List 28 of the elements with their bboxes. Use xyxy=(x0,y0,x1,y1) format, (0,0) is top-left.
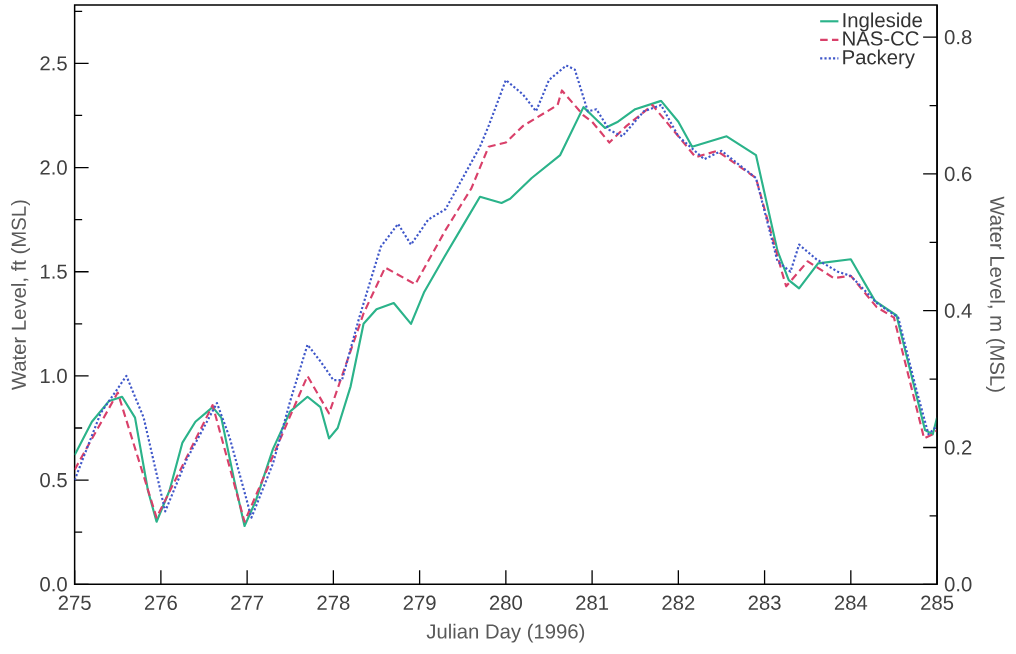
x-tick-label: 282 xyxy=(662,595,695,611)
x-tick-label: 283 xyxy=(748,595,781,611)
x-tick-label: 284 xyxy=(834,595,868,611)
x-tick-label: 277 xyxy=(231,595,264,610)
x-axis-title: Julian Day (1996) xyxy=(426,623,585,643)
legend-label: NAS-CC xyxy=(843,31,919,46)
y-tick-label: 0.5 xyxy=(40,473,67,488)
y-tick-label: 1.0 xyxy=(40,368,67,384)
x-tick-label: 275 xyxy=(58,595,91,611)
y-tick-label: 2.5 xyxy=(40,56,67,71)
y2-tick-label: 0.2 xyxy=(944,440,972,455)
y-tick-label: 0.0 xyxy=(40,577,67,592)
x-tick-label: 276 xyxy=(144,595,177,611)
y2-axis-title: Water Level, m (MSL) xyxy=(986,196,1005,392)
x-tick-label: 278 xyxy=(317,595,350,611)
y2-tick-label: 0.0 xyxy=(944,577,972,592)
y-axis-title: Water Level, ft (MSL) xyxy=(11,200,30,391)
x-tick-label: 281 xyxy=(576,595,609,611)
legend-label: Ingleside xyxy=(843,12,922,32)
legend-label: Packery xyxy=(843,49,915,69)
x-tick-label: 280 xyxy=(489,595,522,611)
y-tick-label: 2.0 xyxy=(40,160,67,175)
x-tick-label: 285 xyxy=(921,595,954,611)
y-tick-label: 1.5 xyxy=(40,264,67,279)
y2-tick-label: 0.4 xyxy=(944,303,972,319)
x-tick-label: 279 xyxy=(403,595,436,611)
y2-tick-label: 0.8 xyxy=(944,30,972,45)
y2-tick-label: 0.6 xyxy=(944,166,972,182)
